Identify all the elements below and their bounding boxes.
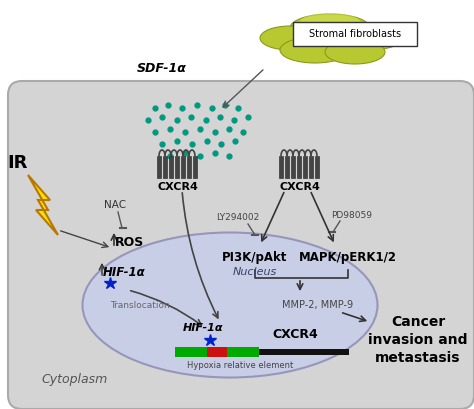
Bar <box>187 156 191 178</box>
Text: Hypoxia relative element: Hypoxia relative element <box>187 362 293 371</box>
Text: NAC: NAC <box>104 200 126 210</box>
FancyBboxPatch shape <box>293 22 417 46</box>
Bar <box>175 347 207 357</box>
Ellipse shape <box>325 40 385 64</box>
Text: MAPK/pERK1/2: MAPK/pERK1/2 <box>299 252 397 265</box>
Text: IR: IR <box>8 154 28 172</box>
Text: CXCR4: CXCR4 <box>280 182 320 192</box>
Text: Translocation: Translocation <box>110 301 170 310</box>
Ellipse shape <box>300 13 360 31</box>
Bar <box>291 156 295 178</box>
Bar <box>297 156 301 178</box>
Text: CXCR4: CXCR4 <box>157 182 199 192</box>
Bar <box>279 156 283 178</box>
Text: LY294002: LY294002 <box>216 213 260 222</box>
Text: HIF-1α: HIF-1α <box>103 265 146 279</box>
Text: Cytoplasm: Cytoplasm <box>42 373 108 387</box>
Bar <box>285 156 289 178</box>
Bar <box>163 156 167 178</box>
Text: Nucleus: Nucleus <box>233 267 277 277</box>
Ellipse shape <box>280 37 350 63</box>
Text: Cancer
invasion and
metastasis: Cancer invasion and metastasis <box>368 315 468 365</box>
Text: CXCR4: CXCR4 <box>272 328 318 342</box>
Bar <box>207 347 227 357</box>
Text: Stromal fibroblasts: Stromal fibroblasts <box>309 29 401 39</box>
Text: HIF-1α: HIF-1α <box>183 323 223 333</box>
Text: MMP-2, MMP-9: MMP-2, MMP-9 <box>283 300 354 310</box>
Ellipse shape <box>260 26 320 50</box>
Bar <box>193 156 197 178</box>
FancyBboxPatch shape <box>8 81 474 409</box>
Bar <box>175 156 179 178</box>
Bar <box>157 156 161 178</box>
Bar <box>309 156 313 178</box>
Text: ROS: ROS <box>115 236 144 249</box>
Bar <box>227 347 259 357</box>
Text: PD98059: PD98059 <box>331 211 373 220</box>
Ellipse shape <box>337 26 402 50</box>
Bar <box>315 156 319 178</box>
Text: SDF-1α: SDF-1α <box>137 61 187 74</box>
Bar <box>169 156 173 178</box>
Ellipse shape <box>82 232 377 378</box>
Bar <box>259 349 349 355</box>
Ellipse shape <box>290 14 370 42</box>
Polygon shape <box>28 175 58 235</box>
Bar <box>181 156 185 178</box>
Bar <box>303 156 307 178</box>
Text: PI3K/pAkt: PI3K/pAkt <box>222 252 288 265</box>
